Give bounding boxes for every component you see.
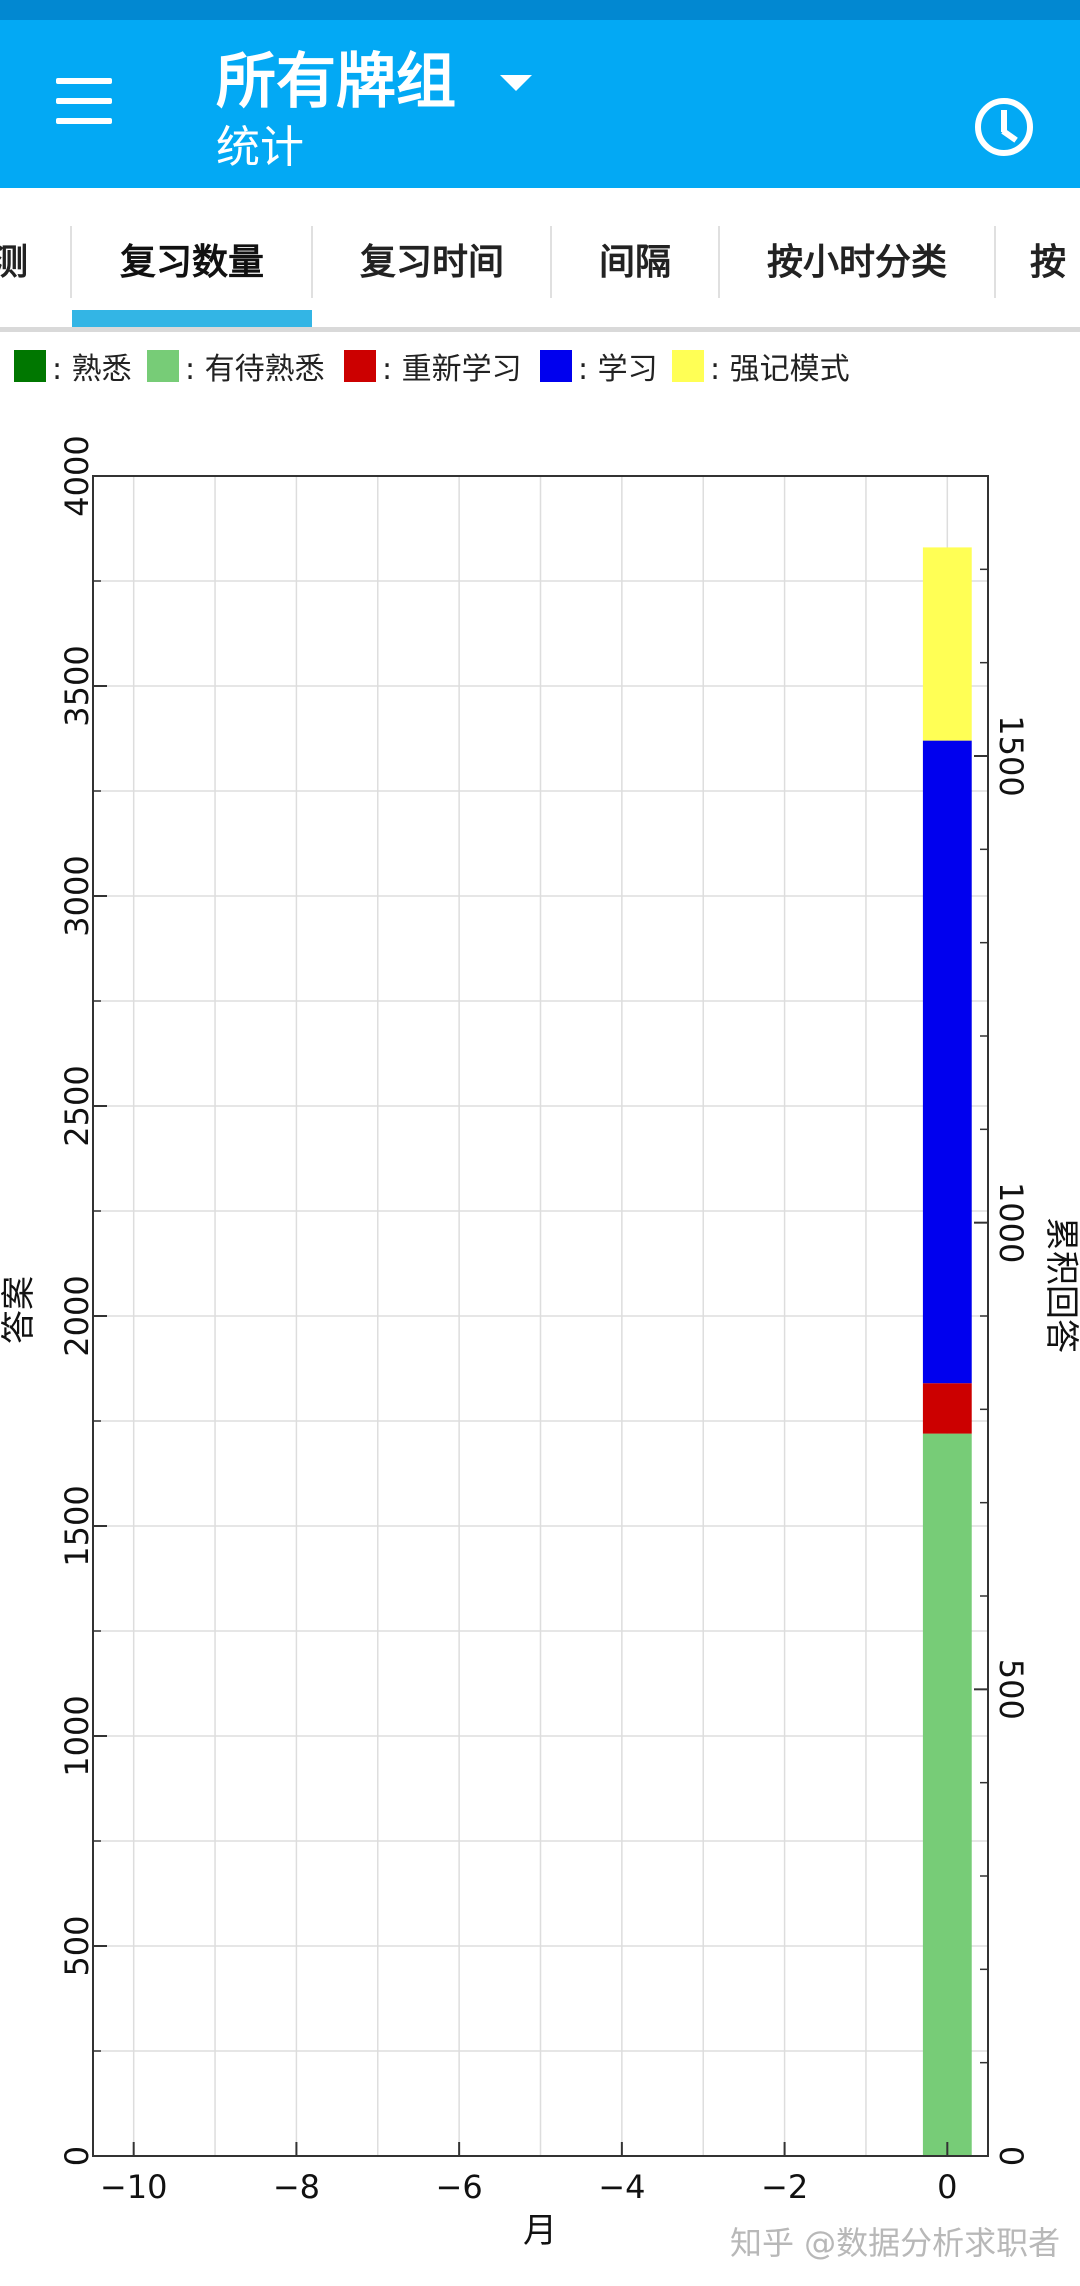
page-subtitle: 统计 [216, 122, 304, 173]
y-tick-label: 1000 [58, 1695, 96, 1776]
review-count-chart: 0 500 1000 1500 2000 2500 3000 3500 4000 0 500 1000… [0, 435, 1080, 2251]
bar-segment-强记模式 [922, 547, 972, 741]
x-tick-label: −8 [273, 2168, 320, 2206]
watermark: 知乎 @数据分析求职者 [730, 2224, 1061, 2262]
tab-partial-right[interactable]: 按 [1030, 242, 1067, 283]
tab-review-time[interactable]: 复习时间 [359, 242, 504, 283]
bar-segment-有待熟悉 [922, 1433, 972, 2156]
y2-tick-label: 500 [992, 1659, 1030, 1720]
y2-tick-label: 1000 [992, 1182, 1030, 1263]
y-tick-label: 3000 [58, 855, 96, 936]
clock-icon[interactable] [975, 98, 1033, 156]
legend-swatch [147, 350, 179, 382]
legend-swatch [540, 350, 572, 382]
legend-swatch [14, 350, 46, 382]
x-tick-label: −2 [761, 2168, 808, 2206]
y2-tick-label: 1500 [992, 715, 1030, 796]
y2-tick-label: 0 [992, 2146, 1030, 2166]
y2-axis-title: 累积回答 [1041, 1217, 1080, 1353]
y-tick-label: 2000 [58, 1275, 96, 1356]
deck-title[interactable]: 所有牌组 [216, 47, 456, 117]
tab-interval[interactable]: 间隔 [598, 242, 671, 283]
stats-tab-bar: 测 复习数量 复习时间 间隔 按小时分类 按 [0, 188, 1080, 332]
tab-by-hour[interactable]: 按小时分类 [766, 242, 947, 283]
legend-label: : 学习 [578, 352, 658, 387]
legend-label: : 熟悉 [52, 352, 132, 387]
caret-down-icon[interactable] [500, 75, 532, 91]
x-axis-title: 月 [523, 2211, 557, 2251]
x-tick-label: 0 [937, 2168, 957, 2206]
x-tick-label: −4 [598, 2168, 645, 2206]
tab-indicator [72, 310, 312, 327]
legend-label: : 重新学习 [382, 352, 522, 387]
bar-segment-重新学习 [922, 1383, 972, 1434]
x-tick-label: −10 [100, 2168, 168, 2206]
y-tick-label: 2500 [58, 1065, 96, 1146]
legend-label: : 有待熟悉 [185, 352, 325, 387]
y-tick-label: 500 [58, 1915, 96, 1976]
y-tick-label: 4000 [58, 435, 96, 516]
y-tick-label: 3500 [58, 645, 96, 726]
legend-label: : 强记模式 [710, 352, 850, 387]
x-tick-label: −6 [436, 2168, 483, 2206]
bar-segment-学习 [922, 740, 972, 1384]
hamburger-menu-icon[interactable] [44, 62, 124, 142]
tab-review-count[interactable]: 复习数量 [119, 242, 264, 283]
y-axis-title: 答案 [0, 1276, 39, 1344]
tab-partial-left[interactable]: 测 [0, 242, 28, 283]
legend-swatch [344, 350, 376, 382]
y-tick-label: 1500 [58, 1485, 96, 1566]
y-tick-label: 0 [58, 2146, 96, 2166]
legend-swatch [672, 350, 704, 382]
app-bar: 所有牌组 统计 [0, 20, 1080, 188]
status-bar [0, 0, 1080, 20]
